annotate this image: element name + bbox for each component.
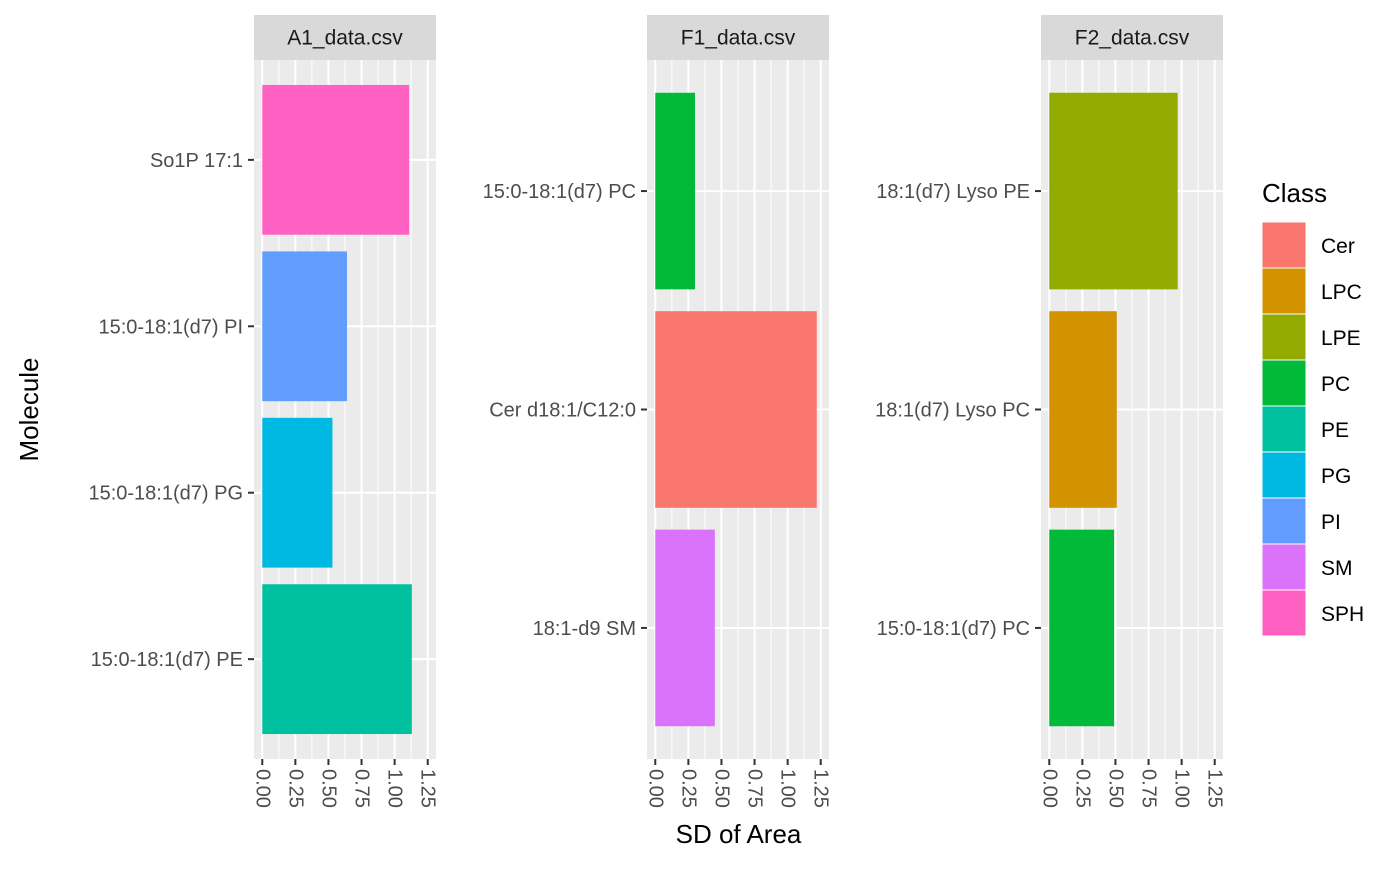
x-tick-label: 0.75 <box>1138 769 1160 808</box>
y-tick-label: 15:0-18:1(d7) PE <box>91 649 243 671</box>
y-tick-label: So1P 17:1 <box>150 150 243 172</box>
bar <box>1049 92 1178 290</box>
y-tick-label: 18:1(d7) Lyso PE <box>876 181 1030 203</box>
y-tick-label: 18:1-d9 SM <box>533 618 636 640</box>
x-axis-title: SD of Area <box>676 819 802 849</box>
bar <box>262 584 412 735</box>
x-tick-label: 0.00 <box>644 769 666 808</box>
x-tick-label: 0.50 <box>317 769 339 808</box>
facet-title: F2_data.csv <box>1075 27 1190 50</box>
facet-strip <box>254 15 436 60</box>
x-tick-label: 0.50 <box>710 769 732 808</box>
legend-key <box>1261 543 1307 591</box>
bar <box>655 92 695 290</box>
y-axis-title: Molecule <box>14 357 44 461</box>
bar <box>1049 529 1115 727</box>
legend-label: LPC <box>1321 281 1362 304</box>
y-tick-label: 15:0-18:1(d7) PG <box>88 483 243 505</box>
legend-label: LPE <box>1321 327 1361 350</box>
bar <box>262 251 347 402</box>
legend-key <box>1261 589 1307 637</box>
y-tick-label: 15:0-18:1(d7) PI <box>98 316 243 338</box>
x-tick-label: 0.25 <box>1071 769 1093 808</box>
x-tick-label: 1.25 <box>1204 769 1226 808</box>
legend-label: PG <box>1321 465 1351 488</box>
x-tick-label: 0.50 <box>1104 769 1126 808</box>
y-tick-label: 15:0-18:1(d7) PC <box>483 181 636 203</box>
legend-label: PI <box>1321 511 1341 534</box>
bar <box>655 311 817 508</box>
bar <box>262 84 410 235</box>
facet-title: A1_data.csv <box>287 27 403 50</box>
legend-label: Cer <box>1321 235 1355 258</box>
legend-label: SM <box>1321 557 1353 580</box>
x-tick-label: 1.00 <box>777 769 799 808</box>
x-tick-label: 0.75 <box>744 769 766 808</box>
x-tick-label: 0.00 <box>251 769 273 808</box>
bar <box>1049 311 1117 508</box>
x-tick-label: 0.25 <box>677 769 699 808</box>
legend-key <box>1261 497 1307 545</box>
legend-key <box>1261 313 1307 361</box>
x-tick-label: 0.75 <box>351 769 373 808</box>
legend-key <box>1261 405 1307 453</box>
legend-label: PC <box>1321 373 1350 396</box>
legend-key <box>1261 221 1307 269</box>
bar <box>655 529 715 727</box>
y-tick-label: 18:1(d7) Lyso PC <box>875 400 1030 422</box>
legend-label: SPH <box>1321 603 1364 626</box>
bar <box>262 417 333 568</box>
x-tick-label: 0.25 <box>284 769 306 808</box>
facet-title: F1_data.csv <box>681 27 796 50</box>
x-tick-label: 1.00 <box>384 769 406 808</box>
legend-key <box>1261 359 1307 407</box>
y-tick-label: 15:0-18:1(d7) PC <box>877 618 1030 640</box>
legend-key <box>1261 451 1307 499</box>
legend-key <box>1261 267 1307 315</box>
x-tick-label: 1.25 <box>810 769 832 808</box>
x-tick-label: 0.00 <box>1038 769 1060 808</box>
facet-strip <box>1041 15 1223 60</box>
x-tick-label: 1.00 <box>1171 769 1193 808</box>
legend-label: PE <box>1321 419 1349 442</box>
y-tick-label: Cer d18:1/C12:0 <box>489 400 636 422</box>
x-tick-label: 1.25 <box>417 769 439 808</box>
legend-title: Class <box>1262 178 1327 208</box>
facet-strip <box>647 15 829 60</box>
